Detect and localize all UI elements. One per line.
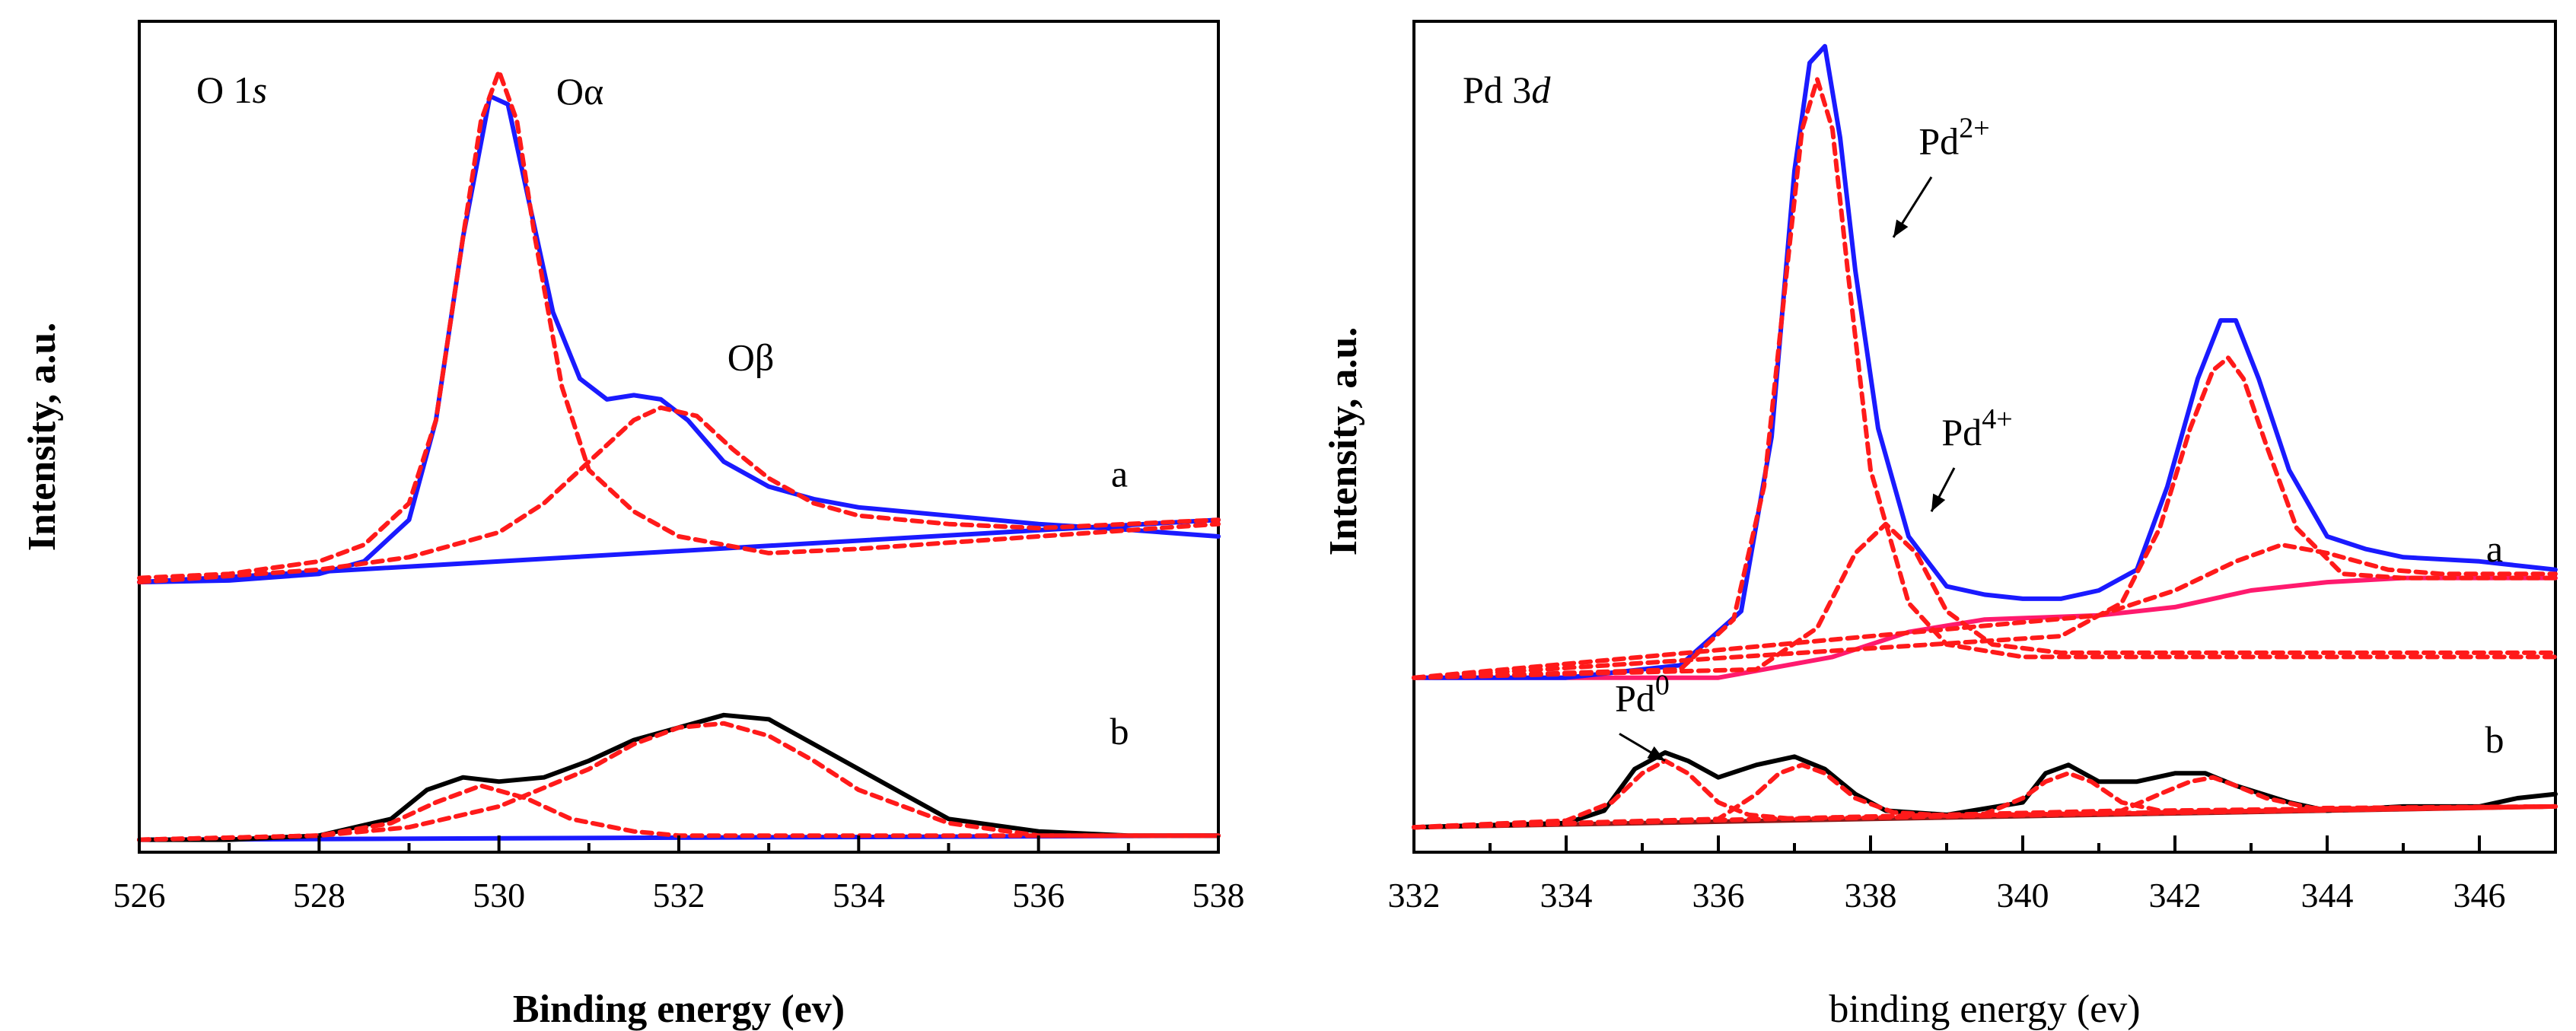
o1s-annotation-o: Oβ	[728, 336, 775, 379]
pd3d-series-pd2-3d5-2-fit	[1412, 77, 2558, 680]
pd3d-x-tick-label: 340	[1997, 876, 2049, 915]
pd3d-series-pd2-b-3d3-2-fit	[1412, 775, 2558, 830]
pd3d-series-pd4-3d3-2-fit	[1412, 543, 2558, 680]
o1s-tick-layer: 526 528 530 532 534 536 538	[113, 835, 1245, 915]
pd3d-series-layer	[1412, 43, 2558, 830]
pd3d-annotation-layer: Pd2+ Pd4+ Pd0 a b	[1615, 113, 2504, 762]
o1s-x-tick-label: 526	[113, 876, 166, 915]
pd3d-annotation-a: a	[2486, 527, 2503, 570]
o1s-series-layer	[137, 68, 1221, 842]
pd3d-annotation-arrow-head	[1931, 493, 1946, 512]
o1s-panel: 526 528 530 532 534 536 538 Oα Oβ a b O 1s Bindin…	[21, 20, 1245, 1031]
o1s-annotation-o: Oα	[556, 70, 603, 113]
pd3d-x-axis-label: binding energy (ev)	[1829, 988, 2140, 1031]
o1s-x-tick-label: 536	[1012, 876, 1065, 915]
o1s-x-tick-label: 538	[1192, 876, 1245, 915]
pd3d-x-tick-label: 336	[1692, 876, 1745, 915]
o1s-annotation-a: a	[1111, 453, 1128, 495]
o1s-series-a	[137, 94, 1221, 585]
o1s-panel-label: O 1s	[196, 68, 267, 111]
pd3d-x-tick-label: 334	[1540, 876, 1593, 915]
o1s-series-b	[137, 712, 1221, 842]
o1s-annotation-layer: Oα Oβ a b	[556, 70, 1129, 753]
pd3d-annotation-pd4: Pd4+	[1941, 403, 2012, 453]
pd3d-tick-layer: 332 334 336 338 340 342 344 346	[1388, 835, 2506, 915]
pd3d-annotation-b: b	[2485, 718, 2504, 761]
o1s-x-tick-label: 532	[653, 876, 705, 915]
pd3d-annotation-arrow-head	[1647, 746, 1665, 761]
pd3d-series-pd0-3d3-2-fit	[1412, 771, 2558, 830]
pd3d-x-tick-label: 344	[2301, 876, 2354, 915]
pd3d-annotation-arrow-head	[1893, 219, 1909, 237]
o1s-annotation-b: b	[1110, 710, 1129, 753]
pd3d-annotation-pd2: Pd2+	[1918, 113, 1989, 163]
pd3d-x-tick-label: 342	[2149, 876, 2202, 915]
o1s-x-tick-label: 530	[473, 876, 525, 915]
o1s-x-tick-label: 534	[833, 876, 885, 915]
o1s-x-tick-label: 528	[293, 876, 345, 915]
pd3d-x-tick-label: 332	[1388, 876, 1441, 915]
o1s-y-axis-label: Intensity, a.u.	[21, 323, 64, 552]
pd3d-panel: 332 334 336 338 340 342 344 346 Pd2+ Pd4+ Pd0 a b P…	[1322, 20, 2558, 1031]
pd3d-series-pd2-3d3-2-fit	[1412, 355, 2558, 680]
pd3d-x-tick-label: 338	[1845, 876, 1897, 915]
o1s-series-o-fit	[137, 405, 1221, 585]
pd3d-series-pd4-3d5-2-fit	[1412, 521, 2558, 680]
pd3d-plot-frame	[1412, 20, 2557, 854]
pd3d-y-axis-label: Intensity, a.u.	[1322, 327, 1365, 556]
o1s-x-axis-label: Binding energy (ev)	[513, 988, 845, 1031]
o1s-series-b-fit-1	[137, 783, 1221, 842]
pd3d-annotation-pd0: Pd0	[1615, 669, 1670, 719]
o1s-series-o-fit	[137, 68, 1221, 581]
pd3d-panel-label: Pd 3d	[1463, 68, 1551, 111]
pd3d-x-tick-label: 346	[2453, 876, 2506, 915]
o1s-series-b-fit-2	[137, 721, 1221, 842]
